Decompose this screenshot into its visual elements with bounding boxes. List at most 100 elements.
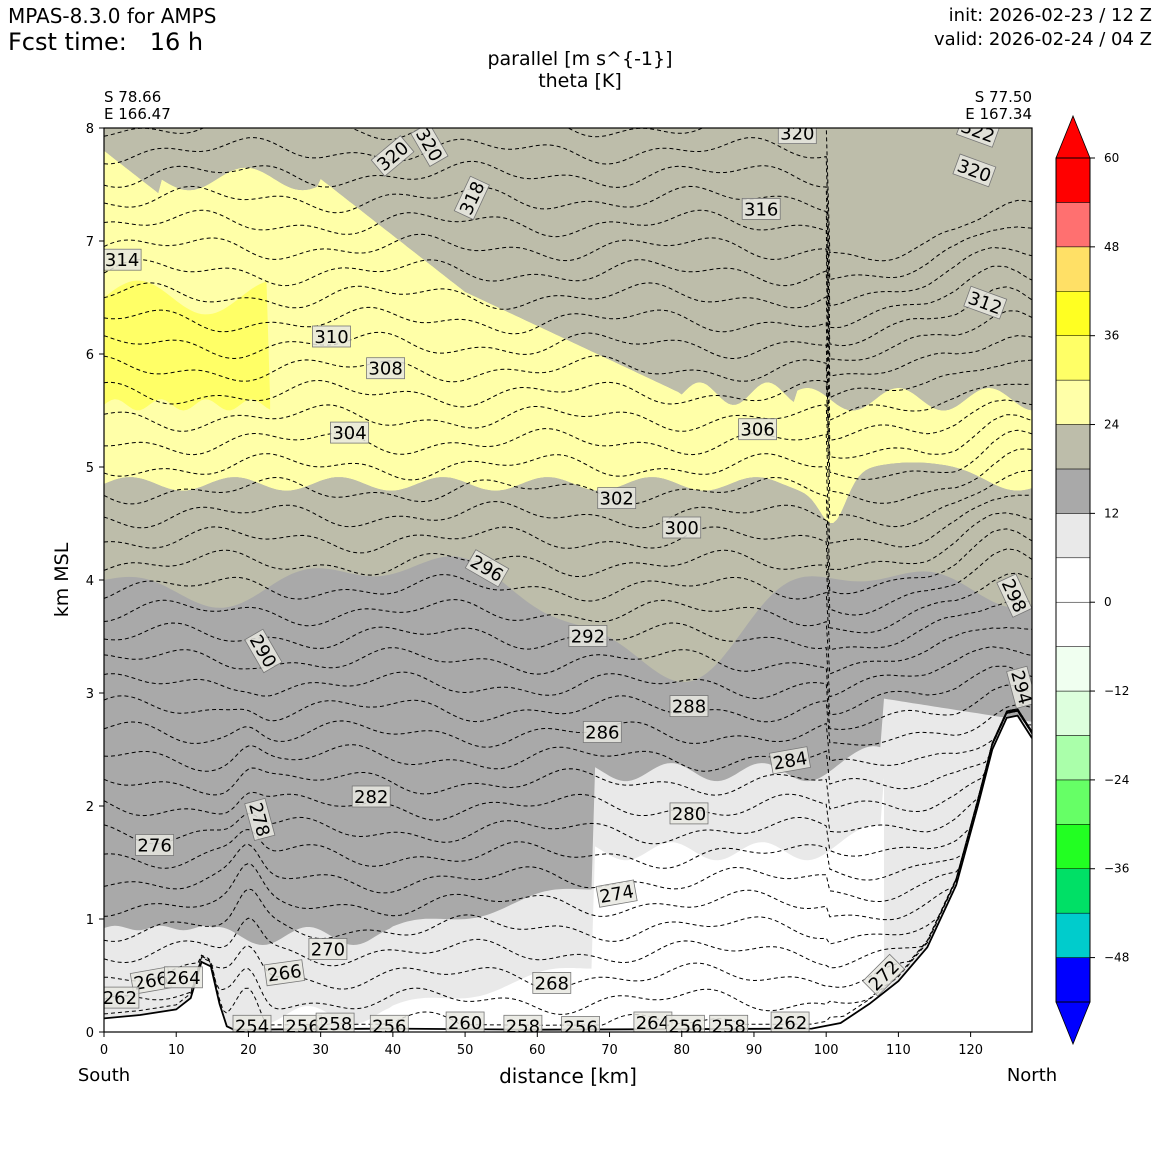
x-tick-label: 90 (746, 1043, 763, 1058)
theta-label-box (568, 625, 608, 647)
band-olive-lower (104, 462, 1032, 682)
theta-label-text: 256 (372, 1016, 406, 1037)
theta-label: 316 (741, 197, 781, 220)
theta-label: 300 (662, 516, 702, 539)
theta-label-text: 262 (103, 988, 137, 1009)
theta-label: 264 (163, 966, 203, 989)
theta-contour-line (104, 708, 1032, 921)
theta-label-box (862, 953, 906, 997)
colorbar-segment (1055, 291, 1091, 336)
colorbar-tick-label: −48 (1104, 951, 1129, 965)
x-tick-label: 110 (886, 1043, 911, 1058)
theta-label: 310 (312, 325, 351, 348)
colorbar-segment (1055, 424, 1091, 470)
theta-label: 294 (1006, 665, 1032, 709)
theta-contour-line (104, 710, 1032, 833)
theta-label-box (308, 938, 348, 960)
theta-label-box (741, 197, 781, 220)
theta-label-box (312, 325, 351, 348)
axes-ticks: 0 10 20 30 40 50 60 70 80 90 100 110 120 0 1 2 3 4 5 6 7 8 (86, 122, 983, 1058)
x-tick-label: 30 (312, 1043, 329, 1058)
theta-label-text: 256 (563, 1018, 597, 1039)
theta-label-text: 286 (585, 723, 619, 744)
x-tick-label: 80 (673, 1043, 690, 1058)
theta-label: 258 (709, 1014, 749, 1037)
theta-label-box (263, 959, 306, 987)
theta-label: 282 (351, 785, 391, 808)
terrain-fill (104, 715, 1032, 1032)
y-tick-label: 6 (86, 348, 94, 363)
theta-label: 280 (669, 802, 709, 825)
theta-label: 314 (104, 248, 142, 271)
theta-label: 258 (315, 1012, 355, 1032)
colorbar-segment (1055, 690, 1091, 736)
theta-label-box (135, 834, 175, 856)
x-tick-label: 20 (240, 1043, 257, 1058)
theta-label: 256 (561, 1016, 600, 1039)
theta-label: 262 (103, 986, 140, 1009)
theta-contour-line (104, 574, 1032, 651)
theta-contour-line (104, 282, 1032, 399)
theta-label-box (561, 1016, 600, 1032)
colorbar-tick-label: 0 (1104, 595, 1112, 609)
theta-label: 256 (369, 1014, 409, 1037)
theta-label-text: 316 (744, 199, 778, 220)
colorbar-under-arrow (1055, 1001, 1091, 1046)
theta-contour-line (104, 160, 1032, 307)
theta-label-text: 280 (672, 804, 706, 825)
theta-label-box (163, 966, 203, 989)
theta-contour-line (104, 709, 1032, 1015)
theta-label-text: 258 (506, 1016, 540, 1037)
theta-label-box (996, 573, 1032, 618)
theta-label-box (453, 175, 490, 221)
theta-contour-line (104, 526, 1032, 616)
theta-label: 256 (666, 1014, 705, 1037)
theta-contour-line (104, 710, 1032, 766)
theta-contour-line (104, 710, 1032, 902)
colorbar-segment (1055, 468, 1091, 514)
chart-title-line1: parallel [m s^{-1}] (487, 48, 673, 70)
theta-contour-line (104, 709, 1032, 945)
x-tick-label: 40 (385, 1043, 402, 1058)
y-tick-label: 4 (86, 574, 94, 589)
theta-label: 268 (532, 972, 572, 994)
theta-label-text: 314 (105, 250, 139, 271)
theta-label-box (104, 986, 140, 1009)
colorbar-frame (1055, 157, 1091, 1003)
theta-label-text: 288 (672, 697, 706, 718)
x-tick-label: 10 (168, 1043, 185, 1058)
theta-label-text: 256 (668, 1016, 702, 1037)
x-tick-label: 70 (601, 1043, 618, 1058)
theta-label: 258 (503, 1014, 543, 1037)
left-end-lat: S 78.66 (104, 88, 162, 106)
theta-label-text: 308 (368, 359, 402, 380)
colorbar-segment (1055, 513, 1091, 559)
colorbar-segment (1055, 557, 1091, 603)
theta-label: 270 (308, 938, 348, 961)
colorbar-over-arrow (1055, 114, 1091, 159)
theta-label-box (370, 135, 415, 177)
theta-label-box (369, 1014, 409, 1032)
theta-label-box (952, 153, 997, 188)
theta-label-text: 306 (740, 420, 774, 441)
theta-label-text: 258 (712, 1016, 746, 1037)
theta-label-box (777, 128, 817, 145)
colorbar-segment (1055, 646, 1091, 692)
y-tick-label: 3 (86, 687, 94, 702)
theta-contours (104, 128, 1032, 1026)
theta-label-box (666, 1014, 705, 1032)
theta-label-text: 264 (166, 968, 200, 989)
theta-label-box (956, 128, 1000, 148)
theta-label-box (244, 797, 276, 842)
theta-label-box (232, 1014, 272, 1032)
colorbar-segment (1055, 157, 1091, 203)
theta-contour-line (104, 549, 1032, 634)
theta-label-box (445, 1011, 485, 1032)
theta-label: 308 (366, 357, 406, 380)
theta-contour-line (104, 647, 1032, 716)
theta-label-box (330, 421, 369, 444)
x-tick-label: 0 (100, 1043, 108, 1058)
theta-label-text: 256 (285, 1016, 319, 1037)
left-end-lon: E 166.47 (104, 105, 171, 123)
theta-contour-line (104, 209, 1032, 347)
